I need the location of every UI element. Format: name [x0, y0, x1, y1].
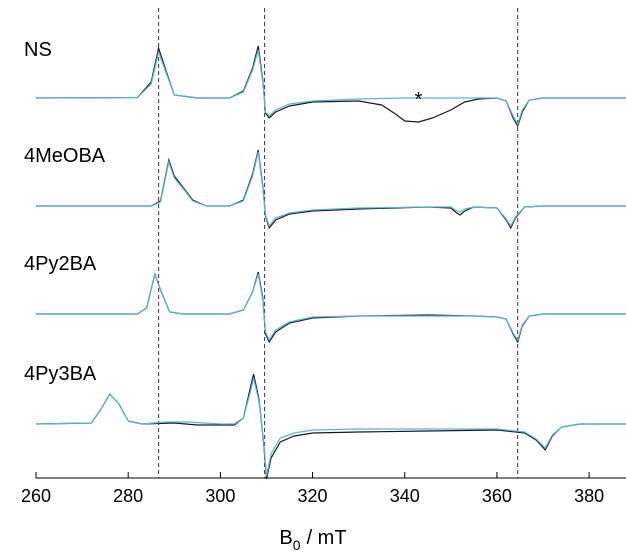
reference-dashed-lines	[158, 8, 519, 478]
spectrum-label-4meoba: 4MeOBA	[24, 145, 106, 167]
trace-4meoba-experimental	[36, 149, 626, 230]
x-axis-title: B0 / mT	[279, 527, 346, 552]
x-tick-label-380: 380	[574, 486, 604, 506]
trace-4py2ba-simulated	[36, 271, 626, 342]
spectrum-labels: NS 4MeOBA 4Py2BA 4Py3BA	[24, 39, 106, 385]
spectrum-label-ns: NS	[24, 39, 52, 61]
asterisk-marker: *	[415, 89, 423, 111]
trace-4meoba-simulated	[36, 151, 626, 228]
x-tick-label-360: 360	[482, 486, 512, 506]
x-tick-label-320: 320	[298, 486, 328, 506]
x-axis-title-unit: / mT	[307, 527, 347, 549]
spectra-traces	[35, 45, 626, 480]
x-tick-label-340: 340	[390, 486, 420, 506]
trace-4py3ba-simulated	[35, 377, 626, 477]
x-axis-title-subscript: 0	[293, 537, 301, 552]
trace-ns-simulated	[35, 49, 626, 126]
x-axis-ticks: 260 280 300 320 340 360 380	[21, 472, 604, 506]
trace-4py3ba-experimental	[35, 373, 626, 480]
x-tick-label-300: 300	[205, 486, 235, 506]
trace-ns-experimental	[35, 45, 626, 128]
spectrum-label-4py3ba: 4Py3BA	[24, 363, 97, 385]
x-axis-title-symbol: B	[279, 527, 292, 549]
spectrum-label-4py2ba: 4Py2BA	[24, 253, 97, 275]
x-tick-label-260: 260	[21, 486, 51, 506]
x-tick-label-280: 280	[113, 486, 143, 506]
trace-4py2ba-experimental	[36, 271, 626, 344]
